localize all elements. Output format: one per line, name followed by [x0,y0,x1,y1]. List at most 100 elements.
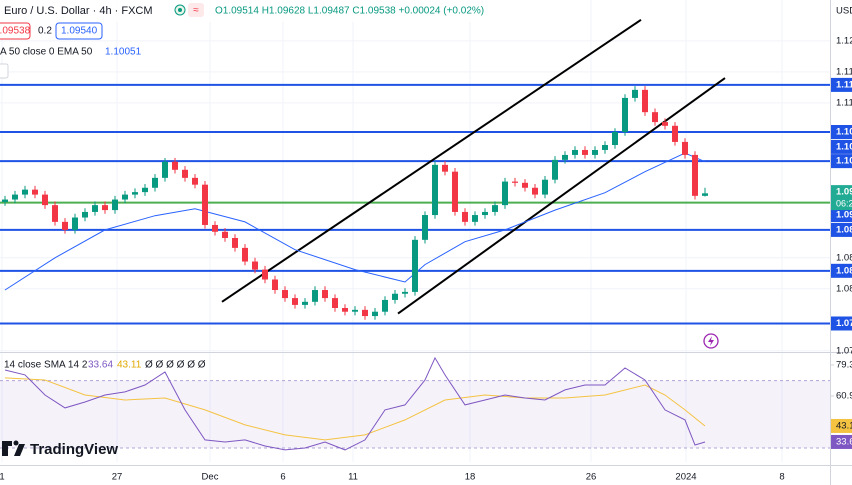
candle-body [432,164,438,216]
grid-layer [0,0,830,462]
x-tick-label: 27 [112,472,123,483]
candle-body [22,189,28,195]
candle-body [642,89,648,113]
axis-layer: 1.12 1.11 1.11 1.08 1.08 1.07 1 27 Dec 6 11 18 26 202… [0,35,852,483]
symbol-title[interactable]: Euro / U.S. Dollar · 4h · FXCM [4,5,153,17]
currency[interactable]: USD [836,6,852,17]
price-label-box [831,154,852,169]
candle-body [472,215,478,222]
candle-body [332,298,338,308]
candle-body [122,194,128,200]
y-tick-label: 1.11 [836,66,852,77]
collapse-button[interactable] [0,63,9,79]
y-tick-label: 1.11 [836,97,852,108]
trendline [221,19,642,303]
candle-body [702,193,708,196]
y-tick-label: 1.08 [836,283,852,294]
candle-body [532,187,538,195]
rsi-sma-line [4,377,706,441]
price-label: 1.10 [836,141,852,152]
price-label: 1.08 [836,224,852,235]
header-bg [0,0,500,22]
candle-body [372,311,378,317]
candle-body [682,141,688,155]
candle-body [2,199,8,203]
candle-body [72,217,78,230]
candle-body [632,89,638,98]
price-label: 1.11 [836,79,852,90]
indicator-label[interactable]: A 50 close 0 EMA 50 [0,47,93,58]
candle-body [352,309,358,312]
candle-body [242,247,248,262]
logo[interactable]: TradingView [2,440,118,458]
rsi-tick-label: 33.6 [836,436,852,447]
candle-body [382,299,388,312]
candle-body [112,199,118,211]
candle-body [252,261,258,270]
x-tick-label: 1 [0,472,5,483]
candle-body [92,205,98,212]
x-tick-label: 2024 [675,472,696,483]
candle-body [482,211,488,216]
price-label-box [831,316,852,331]
candle-body [192,177,198,185]
sell-button[interactable] [0,22,31,40]
candle-body [232,237,238,248]
rsi-sma-value: 43.11 [117,360,142,371]
ohlc: O1.09514 H1.09628 L1.09487 C1.09538 +0.0… [215,6,484,17]
rsi-label[interactable]: 14 close SMA 14 2 [4,360,88,371]
price-label-box [831,77,852,92]
plot-layer [0,19,830,451]
x-tick-label: 18 [465,472,476,483]
bid: 1.09538 [0,26,31,37]
candle-body [552,159,558,180]
candle-body [142,187,148,193]
market-dot [178,8,182,12]
candle-body [422,215,428,240]
candle-body [672,125,678,142]
candle-body [562,154,568,160]
candle-body [442,164,448,172]
alert-icon: ≈ [193,5,199,16]
rsi-line [4,356,706,451]
alert-badge[interactable] [188,3,204,17]
candle-body [82,211,88,218]
y-tick-label: 1.07 [836,345,852,356]
candle-body [392,293,398,300]
candle-body [582,149,588,155]
price-label-box [831,139,852,154]
lightning-bolt [708,336,714,346]
candle-body [102,205,108,211]
candle-body [62,221,68,230]
price-label-box [831,263,852,278]
x-tick-label: Dec [202,472,219,483]
x-tick-label: 8 [779,472,784,483]
ema-line [4,152,706,291]
price-label: 1.08 [836,265,852,276]
candle-body [312,290,318,302]
candle-body [32,189,38,195]
rsi-value-box [831,434,852,449]
countdown-box [831,198,852,211]
candle-body [542,179,548,195]
logo-mark [2,441,12,456]
rsi-value: 33.64 [88,360,113,371]
candle-body [272,279,278,291]
ask: 1.09540 [61,26,98,37]
candle-body [412,239,418,292]
candle-body [652,112,658,123]
price-label: 1.09 [836,210,852,221]
countdown: 06:2 [836,198,852,208]
price-label-box [831,125,852,139]
logo-dot [13,440,19,446]
rsi-band [0,380,830,449]
candle-body [602,145,608,150]
buy-button[interactable] [55,22,103,40]
price-label: 1.10 [836,127,852,138]
logo-slash [14,444,25,456]
price-label: 1.07 [836,318,852,329]
candle-body [222,231,228,238]
candle-body [522,182,528,188]
